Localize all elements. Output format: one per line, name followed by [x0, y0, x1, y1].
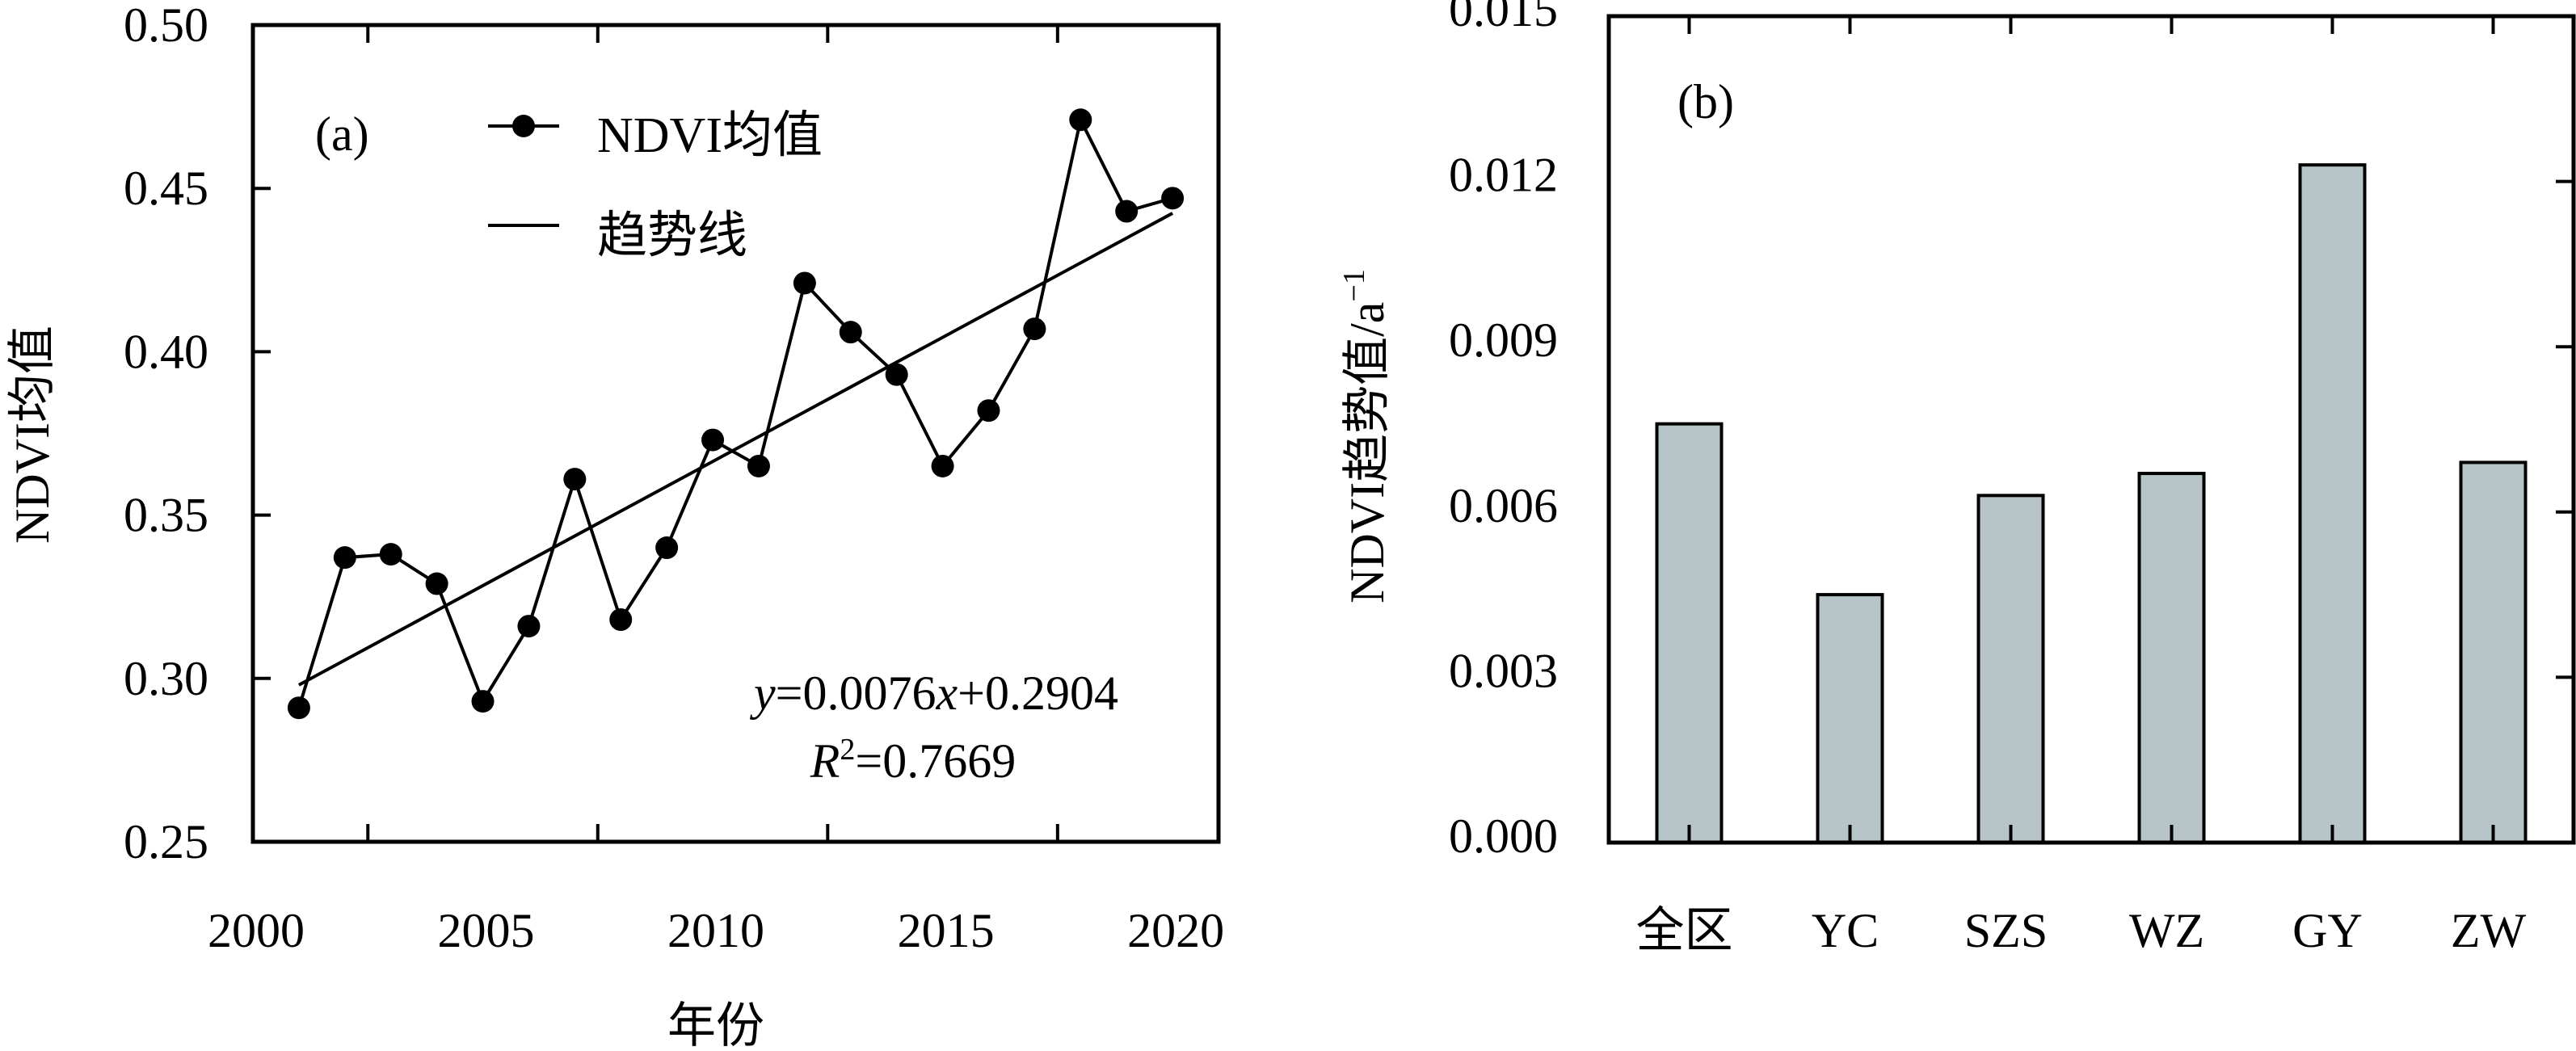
- x-tick-label: 2000: [208, 904, 305, 957]
- data-point-2018: [1069, 108, 1092, 132]
- bar-全区: [1655, 422, 1724, 844]
- data-point-2006: [517, 615, 541, 638]
- data-point-2007: [563, 468, 587, 491]
- r-symbol: R: [810, 734, 840, 788]
- panel-b-category-labels: 全区 YC SZS WZ GY ZW: [1636, 904, 2527, 957]
- x-tick-label: 2015: [898, 904, 995, 957]
- data-point-2001: [287, 696, 310, 720]
- category-label: YC: [1812, 904, 1879, 957]
- data-point-2020: [1161, 187, 1185, 210]
- panel-a-x-axis-title: 年份: [667, 999, 764, 1051]
- panel-b-bar-chart: 0.000 0.003 0.006 0.009 0.012 0.015 全区 YC SZS WZ…: [1337, 0, 2576, 957]
- y-tick-label: 0.35: [124, 489, 208, 542]
- data-point-2005: [471, 690, 495, 713]
- panel-b-ticks: [1687, 16, 2574, 843]
- panel-b-y-axis-title-main: NDVI趋势值/a: [1341, 302, 1394, 603]
- panel-a-y-tick-labels: 0.25 0.30 0.35 0.40 0.45 0.50: [124, 0, 208, 868]
- data-point-2008: [609, 608, 633, 632]
- y-tick-label: 0.003: [1449, 644, 1558, 697]
- panel-a-line-chart: 0.25 0.30 0.35 0.40 0.45 0.50 2000 2005 2010 201…: [6, 0, 1224, 1051]
- panel-b-tag: (b): [1677, 75, 1734, 128]
- panel-a-ticks: [253, 25, 1059, 842]
- y-tick-label: 0.009: [1449, 313, 1558, 367]
- equation-slope: =0.0076: [776, 666, 937, 720]
- data-point-2015: [931, 454, 954, 477]
- y-tick-label: 0.30: [124, 652, 208, 705]
- category-label: ZW: [2451, 904, 2527, 957]
- ndvi-mean-line: [297, 115, 1173, 708]
- category-label: SZS: [1964, 904, 2048, 957]
- bar-ZW: [2459, 460, 2528, 844]
- r-squared-superscript: 2: [840, 733, 855, 767]
- legend-label-trend-line: 趋势线: [597, 208, 747, 263]
- equation-intercept: +0.2904: [958, 666, 1118, 720]
- x-tick-label: 2020: [1127, 904, 1224, 957]
- x-tick-label: 2005: [438, 904, 535, 957]
- x-tick-label: 2010: [667, 904, 764, 957]
- data-point-2012: [793, 271, 816, 295]
- r-squared: R2=0.7669: [810, 733, 1017, 788]
- y-tick-label: 0.45: [124, 162, 208, 215]
- category-label: WZ: [2129, 904, 2204, 957]
- panel-a-y-axis-title: NDVI均值: [6, 326, 59, 544]
- panel-b-y-axis-title: NDVI趋势值/a−1: [1337, 269, 1394, 603]
- panel-b-y-tick-labels: 0.000 0.003 0.006 0.009 0.012 0.015: [1449, 0, 1558, 863]
- panel-b-bars: [1655, 163, 2528, 845]
- ndvi-mean-points: [287, 108, 1185, 720]
- legend: NDVI均值 趋势线: [488, 108, 823, 263]
- y-tick-label: 0.25: [124, 815, 208, 868]
- category-label: 全区: [1636, 904, 1733, 957]
- equation-y-symbol: y: [749, 666, 776, 720]
- panel-a-tag: (a): [315, 107, 369, 161]
- data-point-2009: [655, 536, 679, 560]
- panel-b-y-axis-title-superscript: −1: [1337, 269, 1371, 301]
- panel-b-frame: [1606, 14, 2576, 845]
- y-tick-label: 0.000: [1449, 809, 1558, 863]
- data-point-2013: [839, 321, 862, 344]
- category-label: GY: [2292, 904, 2363, 957]
- legend-circle-marker-icon: [512, 115, 535, 137]
- trend-line: [297, 212, 1174, 687]
- y-tick-label: 0.012: [1449, 149, 1558, 202]
- data-point-2016: [977, 399, 1000, 423]
- data-point-2011: [747, 454, 770, 477]
- legend-item-trend-line: 趋势线: [488, 208, 747, 263]
- y-tick-label: 0.40: [124, 325, 208, 378]
- y-tick-label: 0.015: [1449, 0, 1558, 36]
- bar-YC: [1816, 593, 1884, 844]
- data-point-2003: [379, 543, 402, 566]
- regression-equation: y=0.0076x+0.2904: [749, 666, 1118, 720]
- y-tick-label: 0.50: [124, 0, 208, 52]
- panel-a-x-tick-labels: 2000 2005 2010 2015 2020: [208, 904, 1224, 957]
- bar-WZ: [2137, 472, 2206, 844]
- data-point-2017: [1023, 317, 1046, 341]
- data-point-2019: [1115, 200, 1139, 223]
- data-point-2002: [333, 546, 356, 570]
- bar-SZS: [1976, 494, 2045, 845]
- panel-a-frame: [250, 23, 1221, 844]
- data-point-2010: [701, 428, 725, 452]
- r-squared-value: =0.7669: [855, 734, 1016, 788]
- equation-x-symbol: x: [936, 666, 958, 720]
- data-point-2014: [885, 363, 908, 386]
- bar-GY: [2298, 163, 2367, 844]
- data-point-2004: [425, 572, 448, 595]
- y-tick-label: 0.006: [1449, 479, 1558, 532]
- legend-item-ndvi-mean: NDVI均值: [488, 108, 823, 163]
- legend-label-ndvi-mean: NDVI均值: [597, 108, 823, 163]
